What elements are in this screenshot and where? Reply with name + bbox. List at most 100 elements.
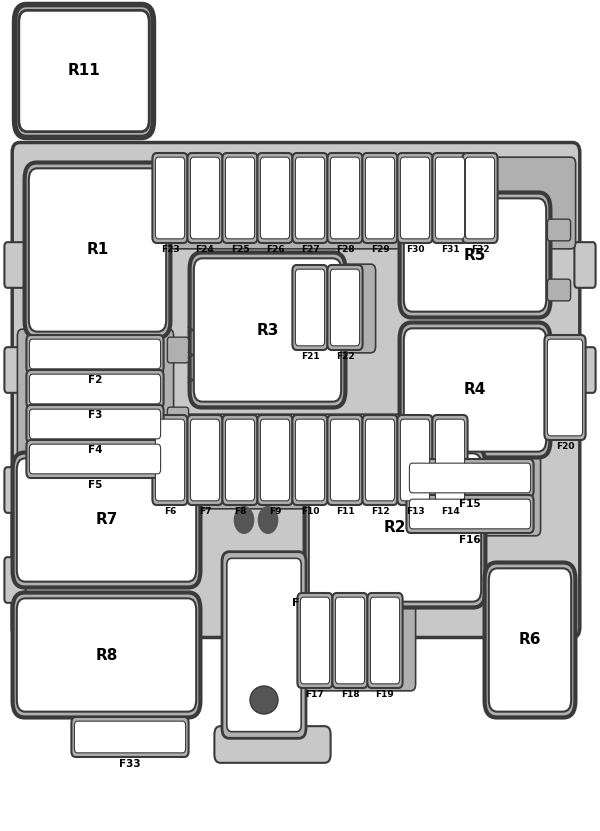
FancyBboxPatch shape <box>332 593 368 688</box>
FancyBboxPatch shape <box>12 142 580 637</box>
FancyBboxPatch shape <box>436 157 464 238</box>
Text: F15: F15 <box>459 499 481 509</box>
Text: R2: R2 <box>384 520 406 535</box>
FancyBboxPatch shape <box>4 347 26 393</box>
Text: R6: R6 <box>519 632 541 647</box>
FancyBboxPatch shape <box>400 455 541 536</box>
FancyBboxPatch shape <box>299 589 416 691</box>
FancyBboxPatch shape <box>547 349 571 371</box>
FancyBboxPatch shape <box>433 153 467 243</box>
Text: F1: F1 <box>292 597 308 607</box>
Text: R4: R4 <box>464 382 486 397</box>
Text: F5: F5 <box>88 479 102 489</box>
FancyBboxPatch shape <box>190 157 220 238</box>
FancyBboxPatch shape <box>226 157 254 238</box>
Text: R8: R8 <box>95 647 118 662</box>
FancyBboxPatch shape <box>257 415 293 505</box>
Text: F10: F10 <box>301 507 319 516</box>
Text: F17: F17 <box>305 690 325 699</box>
FancyBboxPatch shape <box>328 153 362 243</box>
Polygon shape <box>244 463 296 494</box>
FancyBboxPatch shape <box>295 157 325 238</box>
FancyBboxPatch shape <box>194 258 341 401</box>
FancyBboxPatch shape <box>547 339 583 435</box>
FancyBboxPatch shape <box>26 440 164 478</box>
FancyBboxPatch shape <box>260 419 290 501</box>
FancyBboxPatch shape <box>406 495 533 533</box>
FancyBboxPatch shape <box>331 419 359 501</box>
Text: F16: F16 <box>459 534 481 544</box>
FancyBboxPatch shape <box>187 415 223 505</box>
FancyBboxPatch shape <box>406 459 533 497</box>
FancyBboxPatch shape <box>574 347 596 393</box>
Text: F14: F14 <box>440 507 460 516</box>
FancyBboxPatch shape <box>362 153 398 243</box>
FancyBboxPatch shape <box>222 552 306 738</box>
Text: F19: F19 <box>376 690 394 699</box>
FancyBboxPatch shape <box>227 558 301 731</box>
FancyBboxPatch shape <box>71 717 188 757</box>
FancyBboxPatch shape <box>19 10 149 131</box>
Text: R5: R5 <box>464 248 486 263</box>
Text: F8: F8 <box>234 507 246 516</box>
Text: F2: F2 <box>88 375 102 385</box>
Text: R11: R11 <box>68 63 100 78</box>
FancyBboxPatch shape <box>400 419 430 501</box>
Text: F21: F21 <box>301 352 319 361</box>
FancyBboxPatch shape <box>257 153 293 243</box>
FancyBboxPatch shape <box>309 454 481 602</box>
FancyBboxPatch shape <box>365 419 395 501</box>
Ellipse shape <box>250 686 278 714</box>
Text: F23: F23 <box>161 244 179 253</box>
FancyBboxPatch shape <box>547 219 571 241</box>
FancyBboxPatch shape <box>299 264 376 353</box>
FancyBboxPatch shape <box>404 328 546 452</box>
FancyBboxPatch shape <box>436 419 464 501</box>
FancyBboxPatch shape <box>489 568 571 711</box>
Text: F30: F30 <box>406 244 424 253</box>
FancyBboxPatch shape <box>409 463 530 493</box>
FancyBboxPatch shape <box>331 157 359 238</box>
FancyBboxPatch shape <box>298 593 332 688</box>
FancyBboxPatch shape <box>17 598 196 711</box>
FancyBboxPatch shape <box>223 153 257 243</box>
FancyBboxPatch shape <box>167 337 188 363</box>
FancyBboxPatch shape <box>397 415 433 505</box>
FancyBboxPatch shape <box>485 563 575 717</box>
FancyBboxPatch shape <box>190 419 220 501</box>
FancyBboxPatch shape <box>29 444 161 474</box>
FancyBboxPatch shape <box>14 609 170 661</box>
FancyBboxPatch shape <box>295 419 325 501</box>
Text: R7: R7 <box>95 513 118 528</box>
Circle shape <box>266 472 274 484</box>
FancyBboxPatch shape <box>17 459 196 582</box>
FancyBboxPatch shape <box>305 448 485 607</box>
FancyBboxPatch shape <box>26 405 164 443</box>
FancyBboxPatch shape <box>4 557 26 602</box>
FancyBboxPatch shape <box>29 374 161 404</box>
FancyBboxPatch shape <box>292 153 328 243</box>
Text: F25: F25 <box>230 244 250 253</box>
FancyBboxPatch shape <box>400 157 430 238</box>
FancyBboxPatch shape <box>544 335 586 440</box>
Circle shape <box>259 507 278 534</box>
FancyBboxPatch shape <box>365 157 395 238</box>
Text: F18: F18 <box>341 690 359 699</box>
Text: F27: F27 <box>301 244 319 253</box>
Text: F4: F4 <box>88 445 102 455</box>
FancyBboxPatch shape <box>370 597 400 684</box>
FancyBboxPatch shape <box>14 4 154 137</box>
FancyBboxPatch shape <box>154 414 466 509</box>
FancyBboxPatch shape <box>301 597 329 684</box>
FancyBboxPatch shape <box>463 153 497 243</box>
Text: F11: F11 <box>335 507 355 516</box>
Text: F22: F22 <box>335 352 355 361</box>
FancyBboxPatch shape <box>397 153 433 243</box>
Text: F20: F20 <box>556 441 574 450</box>
Text: F3: F3 <box>88 410 102 420</box>
FancyBboxPatch shape <box>154 157 575 248</box>
FancyBboxPatch shape <box>155 419 185 501</box>
Text: F24: F24 <box>196 244 214 253</box>
FancyBboxPatch shape <box>4 467 26 513</box>
Circle shape <box>235 507 254 534</box>
